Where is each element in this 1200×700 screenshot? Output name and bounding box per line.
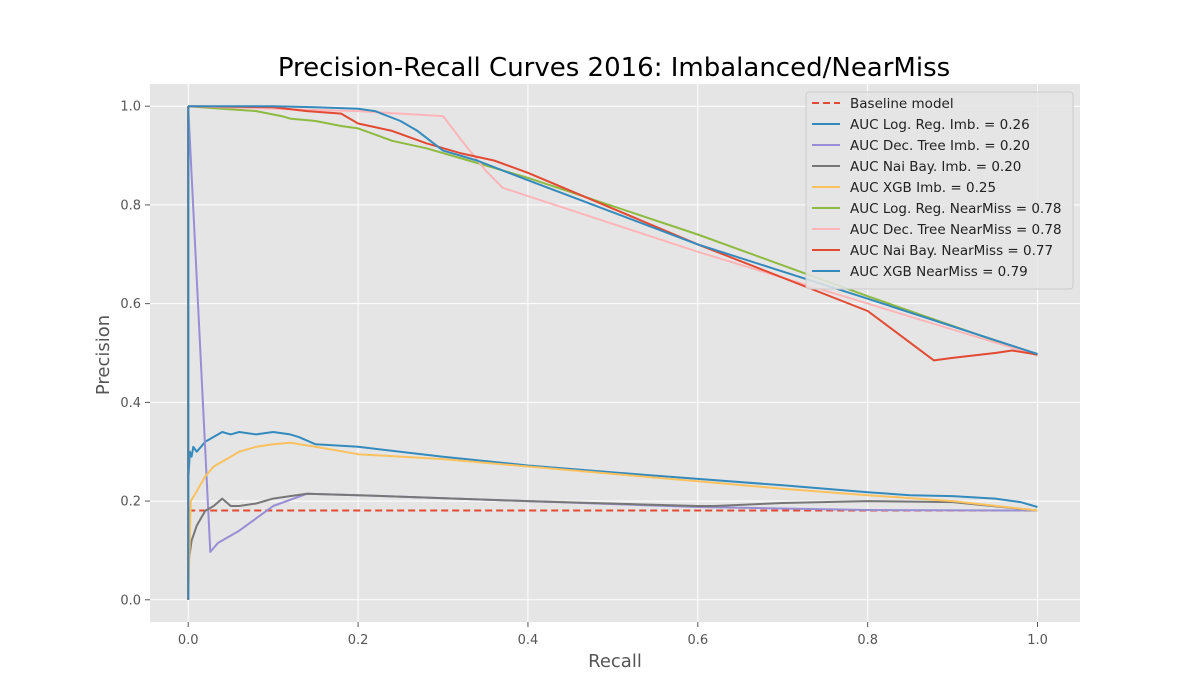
legend: Baseline model AUC Log. Reg. Imb. = 0.26 A… bbox=[805, 91, 1074, 290]
series-layer bbox=[187, 105, 1038, 600]
legend-box bbox=[805, 91, 1074, 290]
legend-entry-1: AUC Log. Reg. Imb. = 0.26 bbox=[850, 117, 1030, 133]
legend-entry-3: AUC Nai Bay. Imb. = 0.20 bbox=[850, 159, 1021, 175]
legend-entry-7: AUC Nai Bay. NearMiss = 0.77 bbox=[850, 243, 1053, 259]
x-tick-label: 0.2 bbox=[348, 633, 369, 648]
y-axis-label: Precision bbox=[93, 315, 114, 395]
legend-entry-0: Baseline model bbox=[850, 96, 954, 112]
series-line-8 bbox=[188, 105, 1038, 355]
x-tick-label: 0.0 bbox=[178, 633, 199, 648]
series-line-7 bbox=[188, 105, 1038, 362]
series-line-4 bbox=[187, 441, 1038, 600]
series-line-1 bbox=[187, 431, 1038, 508]
legend-entry-5: AUC Log. Reg. NearMiss = 0.78 bbox=[850, 201, 1061, 217]
y-tick-label: 0.4 bbox=[120, 396, 141, 411]
chart-title: Precision-Recall Curves 2016: Imbalanced… bbox=[278, 53, 950, 83]
legend-entry-2: AUC Dec. Tree Imb. = 0.20 bbox=[850, 138, 1030, 154]
x-tick-label: 0.4 bbox=[518, 633, 539, 648]
y-tick-label: 0.8 bbox=[120, 198, 141, 213]
y-tick-label: 1.0 bbox=[120, 100, 141, 115]
series-line-3 bbox=[187, 492, 1038, 566]
legend-entry-8: AUC XGB NearMiss = 0.79 bbox=[850, 264, 1028, 280]
axis-ticks: 0.0 0.2 0.4 0.6 0.8 1.0 0.0 0.2 0.4 0.6 0.8 1.0 bbox=[120, 100, 1048, 648]
legend-entry-6: AUC Dec. Tree NearMiss = 0.78 bbox=[850, 222, 1062, 238]
x-axis-label: Recall bbox=[588, 651, 642, 672]
legend-entry-4: AUC XGB Imb. = 0.25 bbox=[850, 180, 996, 196]
y-tick-label: 0.0 bbox=[120, 593, 141, 608]
series-line-5 bbox=[188, 105, 1038, 357]
x-tick-label: 0.6 bbox=[687, 633, 708, 648]
x-tick-label: 1.0 bbox=[1027, 633, 1048, 648]
series-line-6 bbox=[188, 105, 1038, 357]
y-tick-label: 0.6 bbox=[120, 297, 141, 312]
x-tick-label: 0.8 bbox=[857, 633, 878, 648]
y-tick-label: 0.2 bbox=[120, 495, 141, 510]
